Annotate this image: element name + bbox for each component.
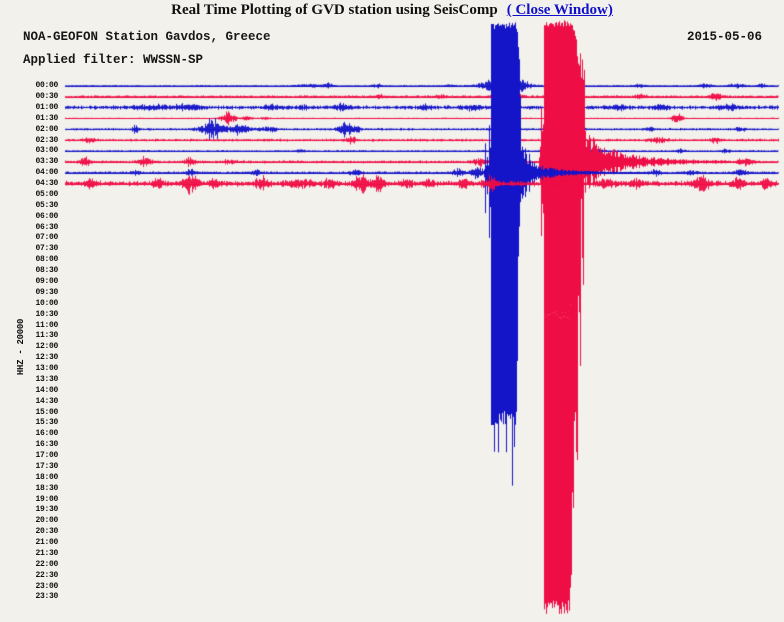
time-label: 16:00 bbox=[35, 429, 58, 439]
time-label: 01:00 bbox=[35, 102, 58, 112]
time-label: 18:00 bbox=[35, 472, 58, 482]
time-label: 06:00 bbox=[35, 211, 58, 221]
time-label: 22:00 bbox=[35, 559, 58, 569]
time-label: 05:30 bbox=[35, 200, 58, 210]
time-label: 19:30 bbox=[35, 505, 58, 515]
time-label: 12:30 bbox=[35, 353, 58, 363]
time-label: 10:30 bbox=[35, 309, 58, 319]
time-label: 16:30 bbox=[35, 440, 58, 450]
time-label: 12:00 bbox=[35, 342, 58, 352]
time-label: 00:00 bbox=[35, 81, 58, 91]
time-label: 11:00 bbox=[35, 320, 58, 330]
time-label: 09:30 bbox=[35, 287, 58, 297]
time-label: 18:30 bbox=[35, 483, 58, 493]
time-label: 09:00 bbox=[35, 277, 58, 286]
time-label: 14:30 bbox=[35, 396, 58, 406]
time-label: 07:00 bbox=[35, 233, 58, 243]
time-label: 21:30 bbox=[35, 548, 58, 558]
time-label: 17:30 bbox=[35, 461, 58, 471]
time-label: 15:00 bbox=[35, 407, 58, 417]
close-window-link[interactable]: ( Close Window) bbox=[506, 2, 613, 18]
time-label: 15:30 bbox=[35, 418, 58, 428]
time-label: 23:00 bbox=[35, 581, 58, 591]
page-title: Real Time Plotting of GVD station using … bbox=[171, 2, 498, 18]
time-label: 07:30 bbox=[35, 244, 58, 254]
time-label: 08:30 bbox=[35, 266, 58, 276]
time-label: 02:00 bbox=[35, 124, 58, 134]
time-label: 01:30 bbox=[35, 113, 58, 123]
time-label: 13:00 bbox=[35, 364, 58, 374]
time-label: 05:00 bbox=[35, 189, 58, 199]
time-label: 10:00 bbox=[35, 298, 58, 308]
date-label: 2015-05-06 bbox=[686, 30, 762, 44]
filter-label: Applied filter: WWSSN-SP bbox=[23, 53, 204, 67]
time-label: 08:00 bbox=[35, 255, 58, 265]
time-label: 11:30 bbox=[35, 331, 58, 341]
time-axis: 00:00 00:30 01:00 01:30 02:00 02:30 03:00 03:30… bbox=[0, 0, 58, 622]
time-label: 02:30 bbox=[35, 135, 58, 145]
time-label: 06:30 bbox=[35, 222, 58, 232]
time-label: 20:30 bbox=[35, 527, 58, 537]
time-label: 20:00 bbox=[35, 516, 58, 526]
time-label: 17:00 bbox=[35, 451, 58, 461]
time-label: 23:30 bbox=[35, 592, 58, 602]
station-label: NOA-GEOFON Station Gavdos, Greece bbox=[23, 30, 271, 44]
time-label: 00:30 bbox=[35, 92, 58, 102]
time-label: 03:30 bbox=[35, 157, 58, 167]
time-label: 13:30 bbox=[35, 374, 58, 384]
time-label: 22:30 bbox=[35, 570, 58, 580]
time-label: 04:00 bbox=[35, 168, 58, 178]
time-label: 04:30 bbox=[35, 179, 58, 189]
title-bar: Real Time Plotting of GVD station using … bbox=[0, 2, 784, 19]
time-label: 19:00 bbox=[35, 494, 58, 504]
time-label: 03:00 bbox=[35, 146, 58, 156]
time-label: 21:00 bbox=[35, 538, 58, 548]
time-label: 14:00 bbox=[35, 385, 58, 395]
